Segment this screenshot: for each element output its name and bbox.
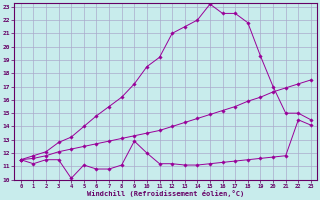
X-axis label: Windchill (Refroidissement éolien,°C): Windchill (Refroidissement éolien,°C) — [87, 190, 244, 197]
